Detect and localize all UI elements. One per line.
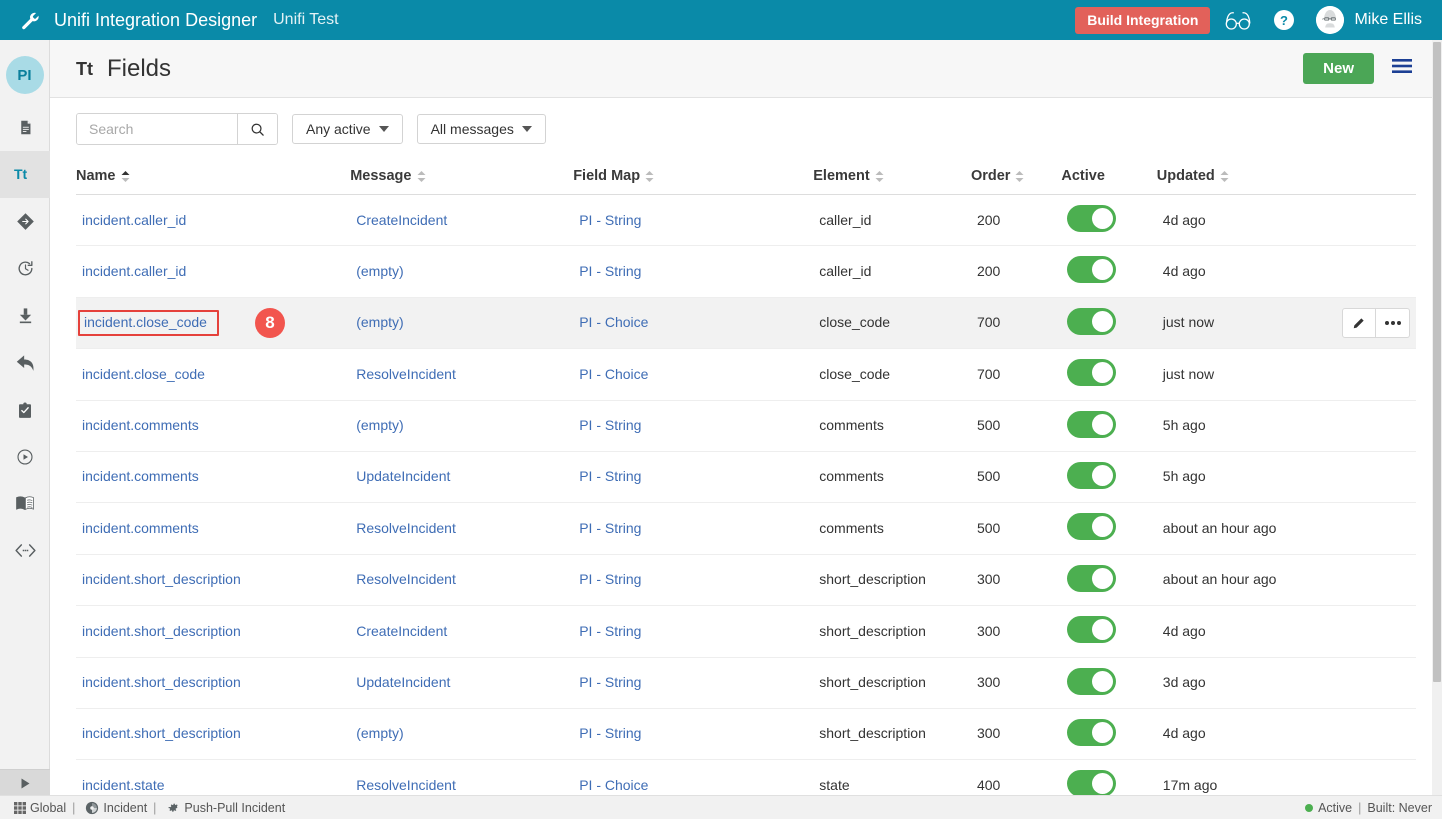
svg-text:Tt: Tt bbox=[14, 166, 28, 182]
svg-text:?: ? bbox=[1280, 13, 1288, 28]
svg-text:Tt: Tt bbox=[76, 59, 93, 79]
